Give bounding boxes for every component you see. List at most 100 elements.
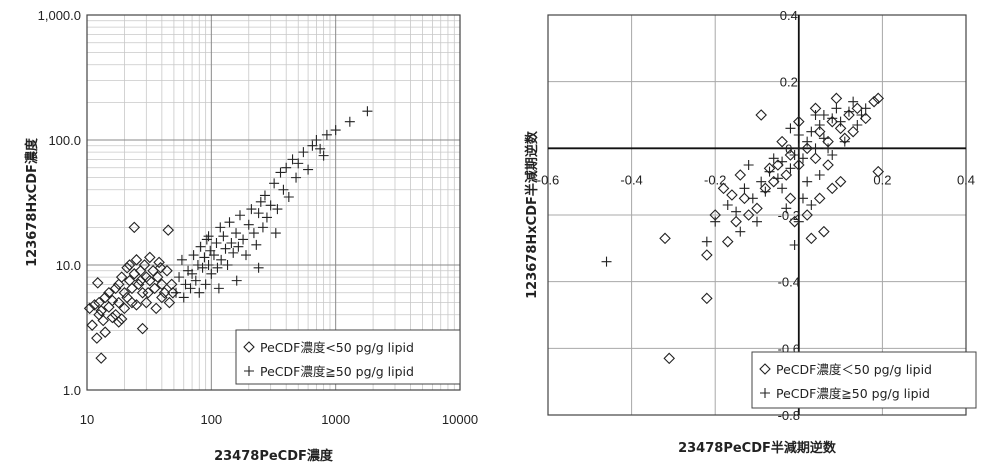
chart-1-x-axis-title: 23478PeCDF濃度 xyxy=(214,448,334,464)
chart-1-data-point xyxy=(233,241,244,252)
chart-1-data-point xyxy=(224,217,235,228)
chart-2-y-tick-label: 0.4 xyxy=(780,8,798,23)
chart-2-data-point xyxy=(806,200,817,210)
chart-1: 10 100 1000 10000 1.0 10.0 100.0 1,000.0 23478Pe… xyxy=(24,8,478,464)
chart-2-data-point xyxy=(793,159,805,171)
chart-1-x-tick-label: 100 xyxy=(200,412,222,427)
chart-1-data-point xyxy=(253,208,264,219)
chart-1-data-point xyxy=(255,196,266,207)
chart-2-legend-box xyxy=(751,351,977,409)
chart-1-data-point xyxy=(154,262,167,274)
chart-1-data-point xyxy=(303,164,314,175)
chart-1-data-point xyxy=(206,268,217,279)
chart-2-x-tick-label: -0.4 xyxy=(620,172,642,187)
chart-2-data-point xyxy=(785,123,796,134)
chart-1-data-point xyxy=(259,190,270,201)
chart-2-x-tick-label: -0.2 xyxy=(704,172,726,187)
chart-2-data-point xyxy=(659,232,671,245)
chart-1-data-point xyxy=(86,319,98,331)
chart-2-data-point xyxy=(735,226,746,237)
chart-1-data-point xyxy=(270,228,281,239)
chart-1-data-point xyxy=(153,256,165,269)
chart-1-data-point xyxy=(91,277,104,289)
chart-2-data-point xyxy=(851,102,864,115)
chart-1-data-point xyxy=(213,283,224,294)
chart-2-data-point xyxy=(797,153,808,164)
chart-2-data-point xyxy=(872,165,884,178)
chart-1-data-point xyxy=(228,247,239,258)
chart-2: -0.6 -0.4 -0.2 0.2 0.4-0.8-0.6-0.4-0.200.20.… xyxy=(524,8,977,456)
chart-1-data-point xyxy=(240,250,251,261)
chart-1-data-point xyxy=(246,204,257,215)
chart-2-data-point xyxy=(818,110,829,120)
chart-2-data-point xyxy=(843,109,855,121)
chart-1-data-point xyxy=(112,316,125,328)
chart-2-data-point xyxy=(830,92,843,105)
chart-1-y-tick-label: 10.0 xyxy=(56,258,81,273)
chart-1-data-point xyxy=(362,106,373,117)
chart-2-data-point xyxy=(777,156,788,167)
chart-2-data-point xyxy=(813,192,826,205)
chart-2-data-point xyxy=(776,135,788,148)
chart-2-data-point xyxy=(756,176,767,187)
chart-1-data-point xyxy=(187,268,198,279)
chart-1-data-point xyxy=(128,221,141,234)
chart-1-data-point xyxy=(188,250,199,261)
chart-2-data-point xyxy=(831,103,842,114)
chart-2-y-tick-label: -0.2 xyxy=(778,208,800,223)
chart-2-data-point xyxy=(738,192,751,205)
chart-1-data-point xyxy=(88,299,101,311)
chart-1-data-point xyxy=(130,254,143,266)
chart-2-series-2 xyxy=(601,96,871,267)
chart-1-data-point xyxy=(234,210,245,221)
chart-2-data-point xyxy=(852,120,863,130)
chart-2-data-point xyxy=(814,170,825,180)
chart-2-data-point xyxy=(768,153,779,164)
chart-1-data-point xyxy=(134,274,147,287)
chart-2-data-point xyxy=(755,109,767,121)
chart-2-data-point xyxy=(730,215,742,228)
chart-2-data-point xyxy=(856,110,867,120)
chart-1-x-tick-label: 10000 xyxy=(442,412,478,427)
chart-1-data-point xyxy=(278,184,289,195)
chart-1-data-point xyxy=(142,286,154,299)
chart-1-plot-frame xyxy=(86,14,461,391)
chart-1-data-point xyxy=(144,251,156,264)
chart-2-data-point xyxy=(827,113,838,124)
chart-2-data-point xyxy=(721,235,734,248)
chart-1-data-point xyxy=(291,172,302,183)
chart-2-data-point xyxy=(742,209,755,221)
chart-2-y-tick-label: -0.8 xyxy=(778,408,800,423)
chart-2-y-tick-label: 0 xyxy=(785,141,792,156)
chart-1-data-point xyxy=(307,140,318,151)
chart-2-legend: PeCDF濃度＜50 pg/g lipid PeCDF濃度≧50 pg/g lip… xyxy=(751,351,977,409)
chart-2-data-point xyxy=(772,173,783,184)
chart-1-series-2 xyxy=(171,106,373,303)
chart-1-data-point xyxy=(253,262,264,273)
chart-1-data-point xyxy=(99,291,111,304)
chart-2-data-point xyxy=(835,116,846,127)
chart-1-data-point xyxy=(261,212,272,223)
chart-2-data-point xyxy=(747,193,758,204)
chart-2-data-point xyxy=(793,130,804,140)
chart-2-data-point xyxy=(810,143,821,154)
chart-1-legend-marker xyxy=(243,341,255,353)
chart-1-data-point xyxy=(156,278,168,291)
chart-1-data-point xyxy=(265,200,276,211)
chart-1-legend-label: PeCDF濃度≧50 pg/g lipid xyxy=(260,364,414,379)
chart-2-data-point xyxy=(801,142,813,155)
chart-2-data-point xyxy=(760,186,771,197)
chart-2-data-point xyxy=(802,136,813,147)
chart-1-data-point xyxy=(211,237,222,248)
chart-2-data-point xyxy=(809,152,822,165)
chart-2-data-point xyxy=(805,232,818,245)
chart-2-data-point xyxy=(743,160,754,170)
chart-1-data-point xyxy=(118,302,131,315)
chart-2-data-point xyxy=(701,236,712,247)
chart-1-data-point xyxy=(287,154,298,165)
chart-1-data-point xyxy=(185,283,196,294)
chart-2-data-point xyxy=(839,136,850,147)
chart-1-data-point xyxy=(272,204,283,215)
chart-2-data-point xyxy=(818,225,830,238)
